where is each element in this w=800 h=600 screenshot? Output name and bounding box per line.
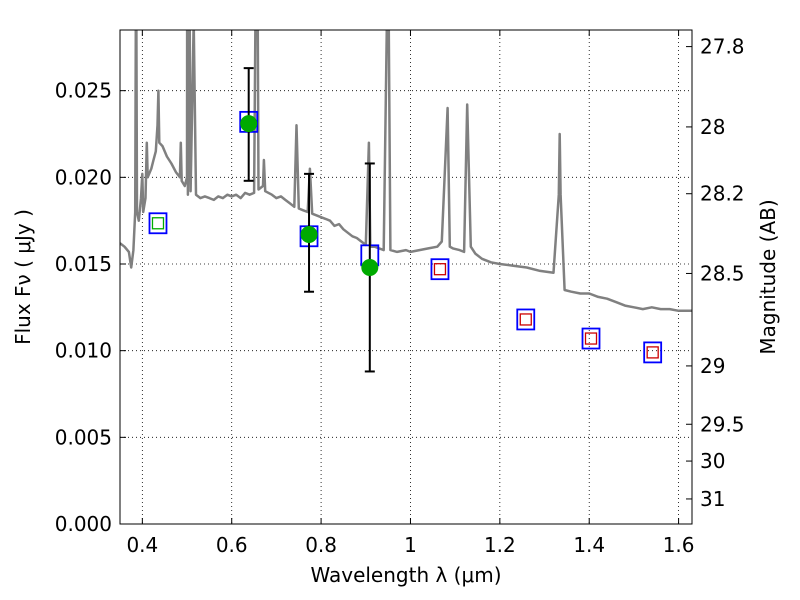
plot-area	[120, 30, 692, 373]
y-tick-label: 0.020	[55, 165, 112, 189]
x-tick-label: 0.4	[126, 533, 158, 557]
axis-ticks: 0.4 0.6 0.8 1 1.2 1.4 1.6 0.000 0.005 0.010 0.015 0…	[55, 30, 745, 557]
plot-frame	[119, 29, 693, 525]
x-tick-label: 0.6	[216, 533, 248, 557]
y2-tick-label: 29	[700, 354, 725, 378]
x-tick-label: 1.6	[663, 533, 695, 557]
y-tick-label: 0.005	[55, 425, 112, 449]
band-point	[433, 263, 447, 276]
model-point	[581, 327, 601, 350]
band-point	[584, 332, 598, 345]
y2-axis-label: Magnitude (AB)	[756, 199, 780, 354]
y-tick-label: 0.025	[55, 79, 112, 103]
band-point	[151, 217, 165, 230]
model-point	[148, 212, 168, 235]
y-axis-label: Flux Fν ( μJy )	[11, 209, 35, 345]
observed-point	[361, 258, 379, 276]
y-tick-label: 0.010	[55, 339, 112, 363]
spectrum-line	[120, 30, 692, 313]
x-tick-label: 1.2	[484, 533, 516, 557]
band-point	[519, 313, 532, 326]
y2-tick-label: 28	[700, 115, 725, 139]
x-tick-label: 1	[404, 533, 417, 557]
band-point	[646, 346, 659, 359]
observed-point	[240, 115, 258, 133]
observed-point	[300, 226, 318, 244]
model-point	[643, 341, 663, 364]
y2-tick-label: 30	[700, 449, 725, 473]
y2-tick-label: 29.5	[700, 412, 745, 436]
grid	[120, 30, 692, 525]
y2-tick-label: 27.8	[700, 35, 745, 59]
model-point	[516, 308, 536, 331]
y2-tick-label: 31	[700, 487, 725, 511]
x-tick-label: 1.4	[573, 533, 605, 557]
y-tick-label: 0.000	[55, 512, 112, 536]
model-point	[430, 258, 450, 281]
y-tick-label: 0.015	[55, 252, 112, 276]
x-axis-label: Wavelength λ (μm)	[310, 563, 501, 587]
y2-tick-label: 28.5	[700, 261, 745, 285]
y2-tick-label: 28.2	[700, 182, 745, 206]
x-tick-label: 0.8	[305, 533, 337, 557]
